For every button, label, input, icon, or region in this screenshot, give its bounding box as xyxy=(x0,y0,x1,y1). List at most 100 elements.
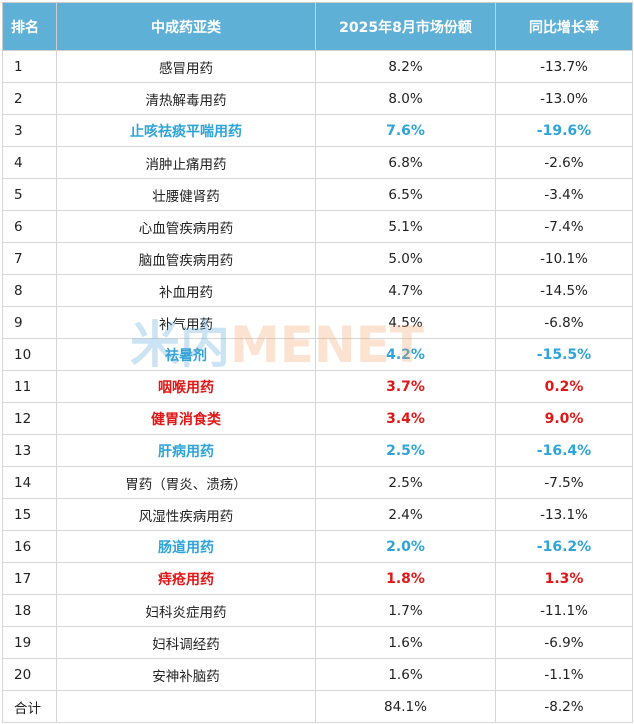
growth-cell: -16.4% xyxy=(495,434,633,467)
category-cell: 痔疮用药 xyxy=(56,562,316,595)
category-cell: 感冒用药 xyxy=(56,50,316,83)
growth-cell: -7.5% xyxy=(495,466,633,499)
table-row: 20 安神补脑药 1.6% -1.1% xyxy=(2,658,633,691)
category-cell: 胃药（胃炎、溃疡） xyxy=(56,466,316,499)
table-row: 18 妇科炎症用药 1.7% -11.1% xyxy=(2,594,633,627)
table-row: 17 痔疮用药 1.8% 1.3% xyxy=(2,562,633,595)
category-cell: 咽喉用药 xyxy=(56,370,316,403)
rank-cell: 7 xyxy=(2,242,57,275)
rank-cell: 17 xyxy=(2,562,57,595)
total-row: 合计 84.1% -8.2% xyxy=(2,690,633,723)
header-rank: 排名 xyxy=(2,2,57,51)
growth-cell: 9.0% xyxy=(495,402,633,435)
category-cell: 风湿性疾病用药 xyxy=(56,498,316,531)
growth-cell: -1.1% xyxy=(495,658,633,691)
category-cell: 心血管疾病用药 xyxy=(56,210,316,243)
rank-cell: 9 xyxy=(2,306,57,339)
growth-cell: -6.9% xyxy=(495,626,633,659)
rank-cell: 13 xyxy=(2,434,57,467)
category-cell: 妇科调经药 xyxy=(56,626,316,659)
share-cell: 1.6% xyxy=(315,658,496,691)
rank-cell: 1 xyxy=(2,50,57,83)
growth-cell: -13.1% xyxy=(495,498,633,531)
table-row: 12 健胃消食类 3.4% 9.0% xyxy=(2,402,633,435)
category-cell: 健胃消食类 xyxy=(56,402,316,435)
growth-cell: -13.0% xyxy=(495,82,633,115)
share-cell: 4.2% xyxy=(315,338,496,371)
total-share: 84.1% xyxy=(315,690,496,723)
rank-cell: 2 xyxy=(2,82,57,115)
table-row: 8 补血用药 4.7% -14.5% xyxy=(2,274,633,307)
category-cell: 肠道用药 xyxy=(56,530,316,563)
growth-cell: -10.1% xyxy=(495,242,633,275)
category-cell: 祛暑剂 xyxy=(56,338,316,371)
growth-cell: 1.3% xyxy=(495,562,633,595)
category-cell: 清热解毒用药 xyxy=(56,82,316,115)
category-cell: 妇科炎症用药 xyxy=(56,594,316,627)
table-row: 1 感冒用药 8.2% -13.7% xyxy=(2,50,633,83)
table-row: 7 脑血管疾病用药 5.0% -10.1% xyxy=(2,242,633,275)
share-cell: 6.8% xyxy=(315,146,496,179)
category-cell: 止咳祛痰平喘用药 xyxy=(56,114,316,147)
growth-cell: -13.7% xyxy=(495,50,633,83)
table-row: 3 止咳祛痰平喘用药 7.6% -19.6% xyxy=(2,114,633,147)
table-row: 10 祛暑剂 4.2% -15.5% xyxy=(2,338,633,371)
rank-cell: 19 xyxy=(2,626,57,659)
growth-cell: -7.4% xyxy=(495,210,633,243)
category-cell: 补气用药 xyxy=(56,306,316,339)
share-cell: 8.2% xyxy=(315,50,496,83)
table-row: 4 消肿止痛用药 6.8% -2.6% xyxy=(2,146,633,179)
rank-cell: 3 xyxy=(2,114,57,147)
share-cell: 2.4% xyxy=(315,498,496,531)
growth-cell: -6.8% xyxy=(495,306,633,339)
share-cell: 3.7% xyxy=(315,370,496,403)
table-row: 9 补气用药 4.5% -6.8% xyxy=(2,306,633,339)
rank-cell: 18 xyxy=(2,594,57,627)
table-row: 5 壮腰健肾药 6.5% -3.4% xyxy=(2,178,633,211)
growth-cell: -11.1% xyxy=(495,594,633,627)
growth-cell: 0.2% xyxy=(495,370,633,403)
table-row: 13 肝病用药 2.5% -16.4% xyxy=(2,434,633,467)
share-cell: 2.5% xyxy=(315,434,496,467)
table-row: 2 清热解毒用药 8.0% -13.0% xyxy=(2,82,633,115)
total-category xyxy=(56,690,316,723)
rank-cell: 15 xyxy=(2,498,57,531)
share-cell: 7.6% xyxy=(315,114,496,147)
growth-cell: -14.5% xyxy=(495,274,633,307)
header-share: 2025年8月市场份额 xyxy=(315,2,496,51)
share-cell: 1.8% xyxy=(315,562,496,595)
share-cell: 5.0% xyxy=(315,242,496,275)
share-cell: 3.4% xyxy=(315,402,496,435)
category-cell: 壮腰健肾药 xyxy=(56,178,316,211)
table-row: 11 咽喉用药 3.7% 0.2% xyxy=(2,370,633,403)
table-row: 6 心血管疾病用药 5.1% -7.4% xyxy=(2,210,633,243)
category-cell: 补血用药 xyxy=(56,274,316,307)
total-growth: -8.2% xyxy=(495,690,633,723)
total-label: 合计 xyxy=(2,690,57,723)
growth-cell: -19.6% xyxy=(495,114,633,147)
table-row: 16 肠道用药 2.0% -16.2% xyxy=(2,530,633,563)
category-cell: 脑血管疾病用药 xyxy=(56,242,316,275)
rank-cell: 14 xyxy=(2,466,57,499)
growth-cell: -2.6% xyxy=(495,146,633,179)
category-cell: 安神补脑药 xyxy=(56,658,316,691)
share-cell: 4.5% xyxy=(315,306,496,339)
rank-cell: 20 xyxy=(2,658,57,691)
share-cell: 1.7% xyxy=(315,594,496,627)
category-cell: 肝病用药 xyxy=(56,434,316,467)
share-cell: 2.5% xyxy=(315,466,496,499)
share-cell: 6.5% xyxy=(315,178,496,211)
rank-cell: 16 xyxy=(2,530,57,563)
share-cell: 1.6% xyxy=(315,626,496,659)
share-cell: 2.0% xyxy=(315,530,496,563)
growth-cell: -16.2% xyxy=(495,530,633,563)
share-cell: 5.1% xyxy=(315,210,496,243)
table-row: 19 妇科调经药 1.6% -6.9% xyxy=(2,626,633,659)
rank-cell: 8 xyxy=(2,274,57,307)
rank-cell: 10 xyxy=(2,338,57,371)
table-body: 1 感冒用药 8.2% -13.7% 2 清热解毒用药 8.0% -13.0% 3 止咳祛痰平喘用… xyxy=(2,50,633,691)
category-cell: 消肿止痛用药 xyxy=(56,146,316,179)
table-header-row: 排名 中成药亚类 2025年8月市场份额 同比增长率 xyxy=(2,2,633,51)
share-cell: 8.0% xyxy=(315,82,496,115)
